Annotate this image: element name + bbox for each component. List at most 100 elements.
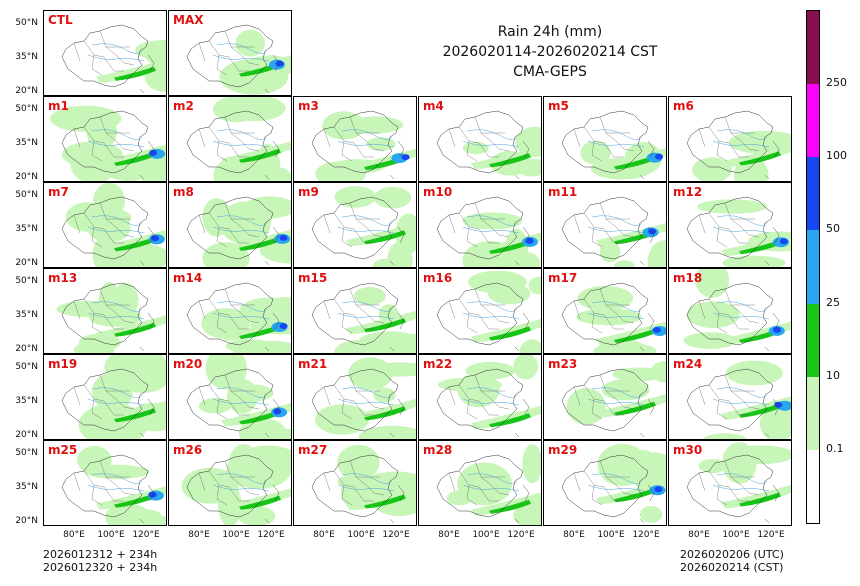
panel-label: m6 bbox=[673, 99, 694, 113]
ensemble-panel: m10 bbox=[418, 182, 542, 268]
latitude-tick: 50°N bbox=[15, 276, 38, 286]
latitude-tick: 20°N bbox=[15, 258, 38, 268]
colorbar-segment bbox=[807, 376, 819, 450]
longitude-tick: 120°E bbox=[757, 530, 785, 540]
latitude-tick: 50°N bbox=[15, 362, 38, 372]
panel-label: m28 bbox=[423, 443, 453, 457]
ensemble-panel: m6 bbox=[668, 96, 792, 182]
colorbar-label: 250 bbox=[826, 76, 847, 90]
panel-label: m17 bbox=[548, 271, 578, 285]
colorbar-label: 25 bbox=[826, 295, 840, 309]
ensemble-panel: m17 bbox=[543, 268, 667, 354]
latitude-tick: 50°N bbox=[15, 190, 38, 200]
latitude-tick: 50°N bbox=[15, 104, 38, 114]
colorbar-segment bbox=[807, 303, 819, 377]
ensemble-panel: m1 bbox=[43, 96, 167, 182]
panel-label: m2 bbox=[173, 99, 194, 113]
ensemble-panel: m21 bbox=[293, 354, 417, 440]
ensemble-panel: m12 bbox=[668, 182, 792, 268]
latitude-tick: 20°N bbox=[15, 430, 38, 440]
colorbar-segment bbox=[807, 230, 819, 304]
panel-label: m11 bbox=[548, 185, 578, 199]
map-title: Rain 24h (mm) 2026020114-2026020214 CST … bbox=[400, 22, 700, 82]
panel-label: m8 bbox=[173, 185, 194, 199]
title-model: CMA-GEPS bbox=[513, 64, 587, 80]
latitude-tick: 50°N bbox=[15, 448, 38, 458]
panel-label: m20 bbox=[173, 357, 203, 371]
longitude-tick: 120°E bbox=[257, 530, 285, 540]
ensemble-panel: m23 bbox=[543, 354, 667, 440]
longitude-tick: 120°E bbox=[632, 530, 660, 540]
panel-label: m5 bbox=[548, 99, 569, 113]
longitude-tick: 120°E bbox=[132, 530, 160, 540]
longitude-tick: 120°E bbox=[507, 530, 535, 540]
panel-label: m25 bbox=[48, 443, 78, 457]
latitude-tick: 35°N bbox=[15, 310, 38, 320]
latitude-tick: 35°N bbox=[15, 396, 38, 406]
panel-label: m19 bbox=[48, 357, 78, 371]
colorbar-segment bbox=[807, 449, 819, 523]
footer-left: 2026012312 + 234h 2026012320 + 234h bbox=[43, 548, 157, 574]
panel-label: m30 bbox=[673, 443, 703, 457]
ensemble-panel: m11 bbox=[543, 182, 667, 268]
panel-label: m27 bbox=[298, 443, 328, 457]
longitude-tick: 100°E bbox=[222, 530, 250, 540]
panel-label: m7 bbox=[48, 185, 69, 199]
panel-label: m23 bbox=[548, 357, 578, 371]
panel-label: m18 bbox=[673, 271, 703, 285]
longitude-tick: 80°E bbox=[688, 530, 710, 540]
footer-right: 2026020206 (UTC) 2026020214 (CST) bbox=[680, 548, 784, 574]
colorbar-label: 100 bbox=[826, 149, 847, 163]
panel-label: m21 bbox=[298, 357, 328, 371]
longitude-tick: 120°E bbox=[382, 530, 410, 540]
latitude-tick: 35°N bbox=[15, 224, 38, 234]
panel-label: m15 bbox=[298, 271, 328, 285]
ensemble-panel: CTL bbox=[43, 10, 167, 96]
panel-label: m12 bbox=[673, 185, 703, 199]
colorbar-segment bbox=[807, 11, 819, 85]
longitude-tick: 100°E bbox=[97, 530, 125, 540]
panel-label: m4 bbox=[423, 99, 444, 113]
panel-label: m24 bbox=[673, 357, 703, 371]
panel-label: m14 bbox=[173, 271, 203, 285]
latitude-tick: 20°N bbox=[15, 344, 38, 354]
title-variable: Rain 24h (mm) bbox=[497, 24, 603, 40]
colorbar bbox=[806, 10, 820, 524]
ensemble-panel: m29 bbox=[543, 440, 667, 526]
panel-label: m9 bbox=[298, 185, 319, 199]
longitude-tick: 100°E bbox=[347, 530, 375, 540]
ensemble-panel: m19 bbox=[43, 354, 167, 440]
colorbar-segment bbox=[807, 84, 819, 158]
ensemble-panel: m16 bbox=[418, 268, 542, 354]
init-time-utc: 2026012312 + 234h bbox=[43, 548, 158, 561]
longitude-tick: 80°E bbox=[313, 530, 335, 540]
ensemble-panel: m28 bbox=[418, 440, 542, 526]
panel-label: m26 bbox=[173, 443, 203, 457]
ensemble-panel: m18 bbox=[668, 268, 792, 354]
longitude-tick: 80°E bbox=[563, 530, 585, 540]
latitude-tick: 35°N bbox=[15, 482, 38, 492]
longitude-tick: 80°E bbox=[438, 530, 460, 540]
latitude-tick: 20°N bbox=[15, 172, 38, 182]
colorbar-label: 0.1 bbox=[826, 441, 844, 455]
latitude-tick: 20°N bbox=[15, 516, 38, 526]
longitude-tick: 80°E bbox=[63, 530, 85, 540]
ensemble-panel: m22 bbox=[418, 354, 542, 440]
panel-label: CTL bbox=[48, 13, 73, 27]
ensemble-panel: m8 bbox=[168, 182, 292, 268]
ensemble-panel: m20 bbox=[168, 354, 292, 440]
longitude-tick: 100°E bbox=[472, 530, 500, 540]
panel-label: m3 bbox=[298, 99, 319, 113]
panel-label: m16 bbox=[423, 271, 453, 285]
ensemble-panel: m14 bbox=[168, 268, 292, 354]
panel-label: m13 bbox=[48, 271, 78, 285]
title-period: 2026020114-2026020214 CST bbox=[442, 44, 658, 60]
panel-label: m22 bbox=[423, 357, 453, 371]
panel-label: m10 bbox=[423, 185, 453, 199]
colorbar-label: 50 bbox=[826, 222, 840, 236]
latitude-tick: 50°N bbox=[15, 18, 38, 28]
longitude-tick: 100°E bbox=[722, 530, 750, 540]
valid-time-utc: 2026020206 (UTC) bbox=[680, 548, 784, 561]
latitude-tick: 35°N bbox=[15, 138, 38, 148]
colorbar-segment bbox=[807, 157, 819, 231]
